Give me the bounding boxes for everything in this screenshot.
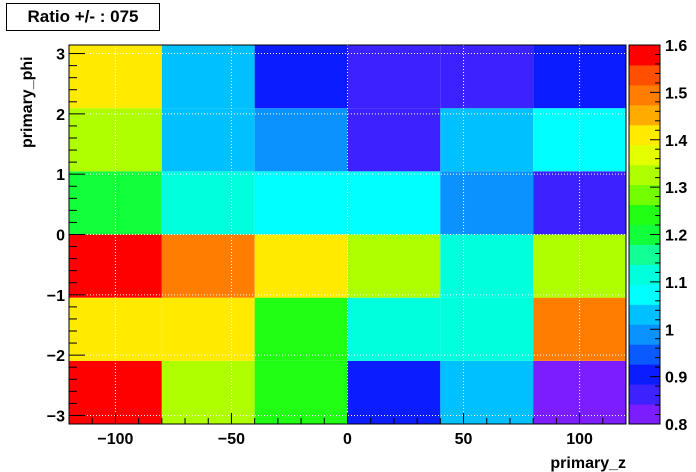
heatmap-cell: [254, 360, 348, 424]
palette-swatch: [629, 144, 660, 166]
palette-swatch: [629, 124, 660, 146]
heatmap-cell: [69, 108, 162, 172]
heatmap-cell: [347, 171, 441, 235]
y-tick-label: 2: [56, 107, 65, 124]
heatmap-cell: [161, 108, 255, 172]
heatmap-cell: [440, 108, 534, 172]
color-tick-label: 1.2: [665, 228, 687, 245]
color-tick-label: 1.4: [665, 133, 687, 150]
palette-swatch: [629, 304, 660, 325]
palette-swatch: [629, 64, 660, 86]
heatmap-cell: [440, 171, 534, 235]
palette-swatch: [629, 184, 660, 206]
heatmap-cell: [161, 297, 255, 361]
y-axis-ticks: −3 −2 −1 0 1 2 3: [47, 47, 85, 425]
heatmap-cell: [347, 108, 441, 172]
palette-swatch: [629, 104, 660, 126]
heatmap-cell: [161, 360, 255, 424]
heatmap-cell: [347, 45, 441, 109]
palette-swatch: [629, 324, 660, 345]
color-tick-label: 1.6: [665, 38, 687, 55]
x-tick-label: 0: [343, 431, 352, 448]
heatmap-cell: [533, 171, 626, 235]
color-tick-label: 0.8: [665, 417, 687, 434]
heatmap-cell: [440, 297, 534, 361]
color-axis-ticks: 0.8 0.9 1 1.1 1.2 1.3 1.4 1.5 1.6: [650, 38, 687, 434]
palette-swatch: [629, 244, 660, 265]
heatmap-cell: [161, 234, 255, 298]
y-axis-label: primary_phi: [19, 56, 36, 148]
heatmap-cell: [440, 360, 534, 424]
color-tick-label: 0.9: [665, 370, 687, 387]
heatmap-cell: [161, 171, 255, 235]
palette-swatch: [629, 284, 660, 305]
heatmap-cell: [254, 171, 348, 235]
palette-swatch: [629, 264, 660, 285]
heatmap-cell: [69, 234, 162, 298]
color-tick-label: 1.5: [665, 85, 687, 102]
heatmap-cell: [254, 297, 348, 361]
palette-swatch: [629, 224, 660, 245]
heatmap-cell: [347, 297, 441, 361]
y-tick-label: 1: [56, 167, 65, 184]
x-tick-label: −50: [218, 431, 245, 448]
x-tick-label: 100: [566, 431, 593, 448]
heatmap-cell: [440, 45, 534, 109]
heatmap-cell: [533, 45, 626, 109]
y-tick-label: −1: [47, 288, 65, 305]
heatmap-cell: [69, 45, 162, 109]
heatmap-cell: [347, 234, 441, 298]
heatmap-cell: [254, 108, 348, 172]
palette-swatch: [629, 204, 660, 226]
heatmap-cell: [161, 45, 255, 109]
x-tick-label: −100: [97, 431, 133, 448]
y-tick-label: 0: [56, 228, 65, 245]
y-tick-label: −2: [47, 348, 65, 365]
color-tick-label: 1.1: [665, 275, 687, 292]
palette-swatch: [629, 364, 660, 385]
heatmap-cell: [533, 297, 626, 361]
heatmap-cell: [69, 297, 162, 361]
heatmap-cell: [254, 234, 348, 298]
heatmap-cell: [347, 360, 441, 424]
heatmap-cell: [254, 45, 348, 109]
palette-swatch: [629, 344, 660, 365]
x-axis-ticks: −100 −50 0 50 100: [68, 413, 627, 448]
grid-lines: [69, 45, 626, 424]
color-tick-label: 1: [665, 322, 674, 339]
x-tick-label: 50: [455, 431, 473, 448]
palette-swatch: [629, 45, 660, 66]
y-tick-label: −3: [47, 408, 65, 425]
heatmap-cell: [533, 234, 626, 298]
y-tick-label: 3: [56, 47, 65, 64]
chart-title: Ratio +/- : 075: [6, 3, 160, 31]
palette-swatch: [629, 384, 660, 405]
palette-swatch: [629, 404, 660, 425]
heatmap-cell: [440, 234, 534, 298]
heatmap-cell: [69, 171, 162, 235]
palette-swatch: [629, 84, 660, 106]
color-palette: [628, 44, 661, 425]
x-axis-label: primary_z: [550, 455, 626, 472]
palette-swatch: [629, 164, 660, 186]
color-tick-label: 1.3: [665, 180, 687, 197]
heatmap-cell: [533, 108, 626, 172]
